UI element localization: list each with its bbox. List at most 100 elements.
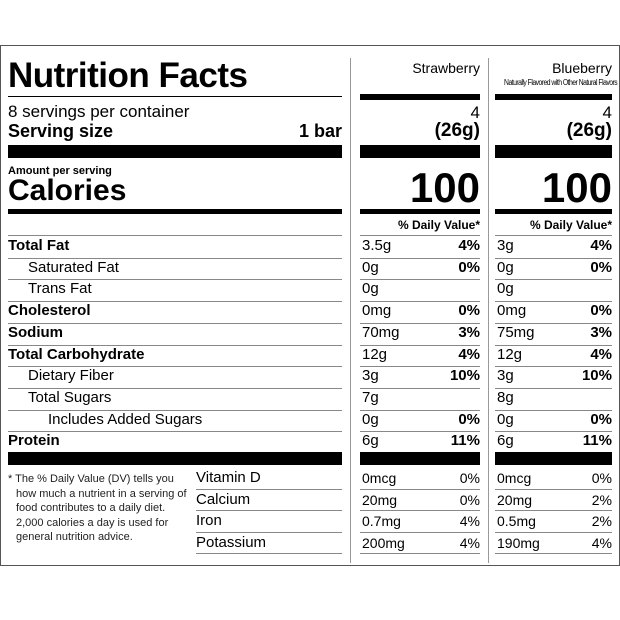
daily-value-header: % Daily Value* [529, 218, 612, 232]
servings-per-container: 8 servings per container [8, 102, 190, 121]
divider [495, 488, 612, 490]
divider [360, 279, 480, 281]
nutrient-name: Trans Fat [28, 280, 92, 298]
vitamin-name: Calcium [196, 490, 251, 508]
divider [196, 531, 342, 533]
vitamin-dv: 4% [459, 513, 480, 529]
nutrient-amount: 0g [362, 280, 379, 298]
nutrient-amount: 0g [497, 410, 514, 428]
thick-divider [360, 452, 480, 465]
serving-size-value: (26g) [434, 120, 480, 141]
divider [360, 366, 480, 368]
divider [495, 387, 612, 389]
divider [495, 257, 612, 259]
divider [360, 488, 480, 490]
divider [495, 279, 612, 281]
divider [8, 301, 342, 303]
vitamin-dv: 0% [459, 491, 480, 508]
divider [495, 510, 612, 511]
vitamin-amount: 200mg [362, 534, 405, 551]
nutrient-dv: 0% [458, 258, 480, 276]
thick-divider [360, 145, 480, 158]
calories-label: Calories [8, 174, 127, 207]
product-name: Blueberry [552, 60, 612, 76]
nutrient-name: Total Fat [8, 237, 70, 254]
divider [495, 366, 612, 368]
nutrient-name: Cholesterol [8, 302, 91, 320]
nutrient-name: Total Sugars [28, 388, 112, 406]
vitamin-amount: 0.7mg [362, 513, 401, 529]
product-name: Strawberry [412, 60, 480, 76]
nutrient-dv: 10% [449, 367, 480, 385]
nutrient-amount: 12g [362, 345, 388, 363]
nutrient-amount: 0g [362, 410, 379, 428]
vitamin-amount: 20mg [497, 491, 533, 508]
label-title: Nutrition Facts [8, 56, 248, 95]
medium-divider [360, 94, 480, 100]
nutrient-dv: 4% [458, 237, 480, 254]
thick-divider [495, 452, 612, 465]
vitamin-dv: 0% [591, 470, 612, 486]
nutrient-name: Includes Added Sugars [48, 410, 203, 428]
medium-divider [8, 209, 342, 214]
divider [360, 257, 480, 259]
vitamin-dv: 0% [459, 470, 480, 486]
divider [8, 96, 342, 97]
nutrient-dv: 0% [590, 302, 612, 320]
nutrient-amount: 12g [497, 345, 523, 363]
divider [495, 235, 612, 236]
nutrient-dv: 4% [590, 237, 612, 254]
serving-size-value: 1 bar [298, 121, 342, 141]
nutrient-dv: 3% [458, 323, 480, 341]
thick-divider [8, 452, 342, 465]
thick-divider [8, 145, 342, 158]
divider [8, 409, 342, 411]
divider [360, 301, 480, 303]
nutrient-dv: 0% [458, 302, 480, 320]
vitamin-name: Potassium [196, 533, 267, 551]
thick-divider [495, 145, 612, 158]
divider [495, 322, 612, 324]
vitamin-name: Vitamin D [196, 469, 261, 486]
vitamin-dv: 2% [591, 491, 612, 508]
medium-divider [495, 209, 612, 214]
serving-size-label: Serving size [8, 121, 114, 141]
nutrient-amount: 8g [497, 388, 514, 406]
divider [495, 344, 612, 346]
nutrient-dv: 11% [582, 432, 612, 450]
divider [8, 235, 342, 236]
nutrient-amount: 0mg [362, 302, 392, 320]
nutrient-amount: 70mg [362, 323, 400, 341]
medium-divider [495, 94, 612, 100]
vitamin-amount: 0mcg [362, 470, 397, 486]
nutrient-dv: 4% [458, 345, 480, 363]
vitamin-dv: 4% [459, 534, 480, 551]
divider [196, 488, 342, 490]
divider [360, 235, 480, 236]
nutrient-amount: 0g [497, 258, 514, 276]
divider [196, 553, 342, 554]
nutrient-amount: 7g [362, 388, 379, 406]
nutrient-amount: 3.5g [362, 237, 392, 254]
divider [196, 510, 342, 511]
nutrient-amount: 0g [497, 280, 514, 298]
nutrient-name: Protein [8, 432, 60, 450]
amount-per-serving: Amount per serving [8, 165, 112, 177]
divider [360, 531, 480, 533]
divider [8, 387, 342, 389]
divider [360, 322, 480, 324]
nutrient-name: Sodium [8, 323, 63, 341]
nutrient-dv: 3% [590, 323, 612, 341]
nutrient-name: Dietary Fiber [28, 367, 114, 385]
divider [8, 344, 342, 346]
divider [360, 553, 480, 554]
medium-divider [360, 209, 480, 214]
daily-value-header: % Daily Value* [397, 218, 480, 232]
vitamin-amount: 0mcg [497, 470, 532, 486]
divider [360, 344, 480, 346]
nutrient-amount: 0g [362, 258, 379, 276]
nutrient-amount: 75mg [497, 323, 535, 341]
divider [8, 366, 342, 368]
nutrient-amount: 3g [497, 367, 514, 385]
nutrient-dv: 10% [581, 367, 612, 385]
